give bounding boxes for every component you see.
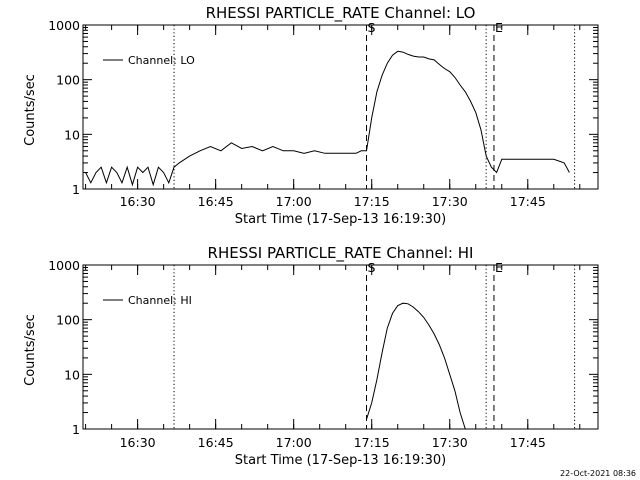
panel1-y-tick-label: 100 [56,73,80,88]
panel1-chart-title: RHESSI PARTICLE_RATE Channel: LO [206,4,476,23]
panel1-plot-frame [82,24,599,190]
panel2-series-line [366,302,466,430]
footer-timestamp: 22-Oct-2021 08:36 [560,469,636,478]
panel1-marker-label: E [495,20,503,35]
panel2-x-tick-label: 17:30 [432,435,468,450]
panel2-x-tick-label: 17:45 [510,435,546,450]
panel1-legend-label: Channel: LO [128,54,195,67]
panel1-x-tick-label: 17:15 [354,194,390,209]
panel2-y-tick-label: 1000 [48,258,80,273]
panel2-y-tick-label: 1 [72,422,80,437]
panel2-y-axis-label: Counts/sec [23,314,38,386]
panel2-plot-frame [82,264,599,430]
panel1-y-tick-label: 1 [72,182,80,197]
panel1-y-tick-label: 1000 [48,18,80,33]
panel1-x-tick-label: 17:30 [432,194,468,209]
panel1-x-tick-label: 16:45 [198,194,234,209]
panel1-marker-label: S [368,20,376,35]
panel1-series-line [85,50,570,187]
panel1-x-tick-label: 16:30 [120,194,156,209]
panel2-marker-label: S [368,260,376,275]
panel2-chart-title: RHESSI PARTICLE_RATE Channel: HI [208,244,474,263]
panel2-x-tick-label: 16:45 [198,435,234,450]
panel2-marker-label: E [495,260,503,275]
panel2-x-tick-label: 17:00 [276,435,312,450]
panel1-y-tick-label: 10 [64,127,80,142]
panel2-x-axis-label: Start Time (17-Sep-13 16:19:30) [235,453,446,468]
panel2-legend-label: Channel: HI [128,294,192,307]
panel1-y-axis-label: Counts/sec [23,74,38,146]
panel1-x-axis-label: Start Time (17-Sep-13 16:19:30) [235,212,446,227]
panel1-x-tick-label: 17:00 [276,194,312,209]
panel2-x-tick-label: 17:15 [354,435,390,450]
panel2-y-tick-label: 100 [56,313,80,328]
panel2-y-tick-label: 10 [64,367,80,382]
panel1-x-tick-label: 17:45 [510,194,546,209]
panel2-x-tick-label: 16:30 [120,435,156,450]
